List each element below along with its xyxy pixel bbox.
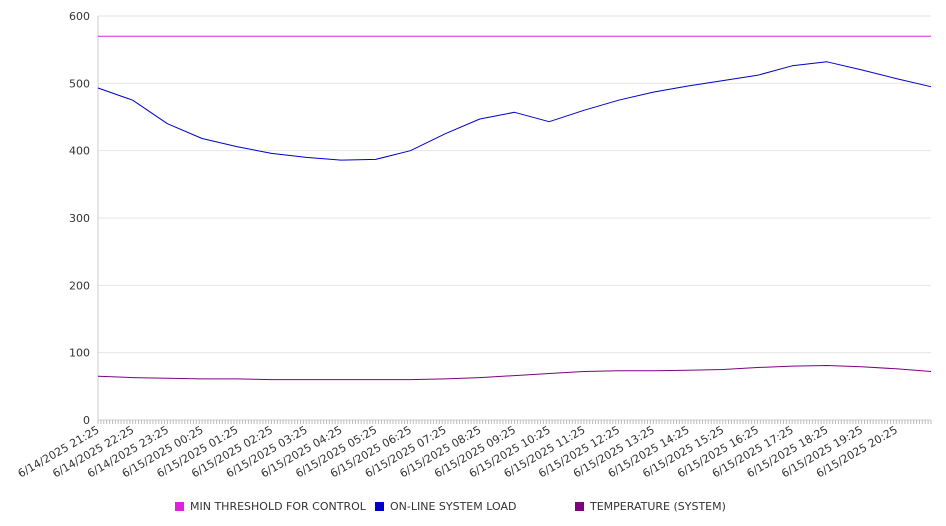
y-tick-label: 100	[69, 347, 90, 360]
y-tick-label: 0	[83, 414, 90, 427]
y-tick-label: 600	[69, 10, 90, 23]
legend-item-temperature[interactable]: TEMPERATURE (SYSTEM)	[575, 498, 726, 514]
legend-swatch-system-load	[375, 501, 384, 511]
legend-label-system-load: ON-LINE SYSTEM LOAD	[390, 499, 517, 513]
x-tick-labels: 6/14/2025 21:256/14/2025 22:256/14/2025 …	[16, 423, 900, 480]
y-tick-label: 200	[69, 279, 90, 292]
series-line-temperature	[97, 365, 932, 381]
y-tick-label: 300	[69, 212, 90, 225]
y-tick-label: 500	[69, 77, 90, 90]
legend-item-system-load[interactable]: ON-LINE SYSTEM LOAD	[375, 498, 516, 514]
y-tick-labels: 0 100 200 300 400 500 600	[69, 10, 90, 427]
gridlines	[98, 15, 931, 354]
legend-label-min-threshold: MIN THRESHOLD FOR CONTROL	[190, 499, 366, 513]
series-lines	[97, 35, 932, 381]
legend: MIN THRESHOLD FOR CONTROL ON-LINE SYSTEM…	[0, 498, 946, 516]
series-line-system-load	[97, 61, 932, 161]
legend-label-temperature: TEMPERATURE (SYSTEM)	[590, 499, 726, 513]
legend-swatch-min-threshold	[175, 501, 184, 511]
y-tick-label: 400	[69, 145, 90, 158]
x-minor-ticks	[97, 420, 932, 424]
legend-item-min-threshold[interactable]: MIN THRESHOLD FOR CONTROL	[175, 498, 366, 514]
legend-swatch-temperature	[575, 501, 584, 511]
